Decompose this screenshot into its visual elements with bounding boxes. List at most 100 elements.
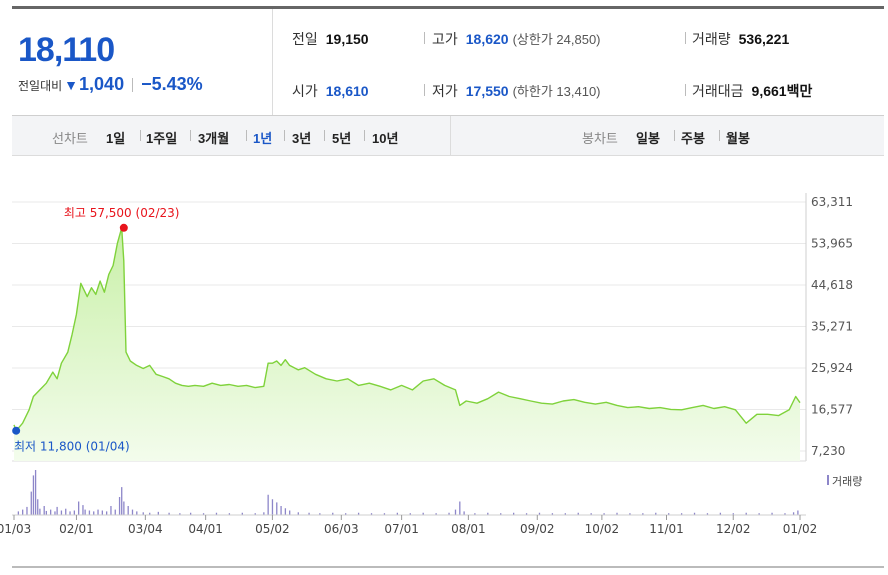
- top-border: [12, 6, 884, 9]
- volume-bar: [732, 513, 734, 515]
- y-tick-label: 7,230: [811, 444, 845, 458]
- price-area-fill: [14, 227, 800, 461]
- volume-bar: [512, 512, 515, 515]
- stat-divider: [685, 32, 686, 44]
- y-tick-label: 44,618: [811, 278, 853, 292]
- volume-bar: [280, 506, 282, 515]
- chart-toolbar: 선차트 1일 1주일 3개월 1년 3년 5년 10년 봉차트 일봉 주봉 월봉: [12, 116, 884, 156]
- y-tick-label: 16,577: [811, 403, 853, 417]
- volume-bar: [538, 512, 541, 515]
- stat-low: 저가 17,550 (하한가 13,410): [432, 81, 601, 101]
- toolbar-divider: [719, 130, 720, 141]
- stat-trade-value: 거래대금 9,661 백만: [692, 81, 812, 101]
- stat-value: 536,221: [738, 31, 790, 47]
- stat-label: 저가: [432, 83, 458, 99]
- period-3m[interactable]: 3개월: [198, 131, 230, 146]
- volume-legend-swatch: [827, 475, 829, 485]
- stat-label: 거래대금: [692, 83, 744, 99]
- volume-bar: [629, 513, 631, 515]
- price-summary: 18,110 전일대비 ▼ 1,040 −5.43%: [12, 9, 273, 115]
- volume-bar: [487, 512, 489, 515]
- candle-monthly[interactable]: 월봉: [726, 131, 750, 146]
- volume-bar: [78, 501, 80, 515]
- volume-bar: [26, 506, 28, 515]
- change-label: 전일대비: [18, 79, 63, 93]
- toolbar-divider: [284, 130, 285, 141]
- stat-upper-limit: (상한가 24,850): [512, 32, 601, 47]
- stat-value: 9,661: [751, 83, 787, 99]
- volume-bar: [131, 509, 134, 515]
- volume-bar: [370, 513, 373, 515]
- volume-bar: [32, 475, 35, 515]
- chart-area: 63,311 53,965 44,618 35,271 25,924 16,577 7,23…: [0, 155, 888, 570]
- stat-divider: [685, 84, 686, 96]
- volume-bar: [590, 513, 592, 515]
- volume-bar: [616, 512, 618, 515]
- period-1d[interactable]: 1일: [106, 131, 126, 146]
- volume-bar: [45, 510, 48, 515]
- volume-bar: [719, 512, 722, 515]
- period-10y[interactable]: 10년: [372, 131, 399, 146]
- volume-bar: [105, 511, 108, 515]
- price-chart: 63,311 53,965 44,618 35,271 25,924 16,577 7,23…: [0, 193, 884, 568]
- volume-bar: [422, 512, 424, 515]
- min-marker: [12, 426, 21, 435]
- toolbar-divider: [140, 130, 141, 141]
- volume-bar: [396, 512, 399, 515]
- volume-bar: [454, 509, 457, 515]
- x-tick-label: 07/01: [384, 522, 419, 536]
- volume-bar: [123, 501, 125, 515]
- volume-bar: [459, 501, 461, 515]
- x-tick-label: 02/01: [59, 522, 94, 536]
- stat-label: 시가: [292, 83, 318, 99]
- candle-weekly[interactable]: 주봉: [681, 131, 705, 146]
- volume-bar: [383, 513, 386, 515]
- x-tick-label: 01/03: [0, 522, 31, 536]
- volume-bar: [69, 511, 71, 515]
- stat-label: 거래량: [692, 31, 731, 47]
- period-5y[interactable]: 5년: [332, 131, 352, 146]
- stats-panel: 전일 19,150 고가 18,620 (상한가 24,850) 거래량 536…: [272, 9, 884, 115]
- volume-bar: [706, 513, 709, 515]
- volume-bar: [276, 502, 278, 515]
- line-chart-label: 선차트: [52, 131, 88, 146]
- volume-bar: [215, 512, 218, 515]
- volume-bar: [179, 513, 181, 515]
- volume-bar: [157, 511, 159, 515]
- volume-bar: [680, 513, 683, 515]
- volume-bar: [168, 512, 170, 515]
- candle-daily[interactable]: 일봉: [636, 131, 660, 146]
- volume-bar: [345, 513, 347, 515]
- volume-bar: [60, 510, 63, 515]
- y-tick-label: 25,924: [811, 361, 853, 375]
- volume-bar: [409, 513, 411, 515]
- x-axis: 01/03 02/01 03/04 04/01 05/02 06/03 07/01 08/01…: [0, 515, 884, 568]
- price-y-axis: 63,311 53,965 44,618 35,271 25,924 16,577 7,23…: [811, 195, 853, 458]
- toolbar-divider: [246, 130, 247, 141]
- period-1y[interactable]: 1년: [253, 131, 273, 146]
- change-value: 1,040: [79, 74, 125, 94]
- price-area: [13, 227, 801, 461]
- stat-divider: [424, 84, 425, 96]
- volume-bar: [551, 513, 554, 515]
- stat-label: 고가: [432, 31, 458, 47]
- period-1w[interactable]: 1주일: [146, 131, 178, 146]
- volume-bar: [50, 509, 52, 515]
- volume-bar: [284, 508, 287, 515]
- volume-bar: [784, 513, 786, 515]
- volume-bar: [121, 487, 123, 515]
- volume-bar: [525, 513, 528, 515]
- volume-bar: [149, 512, 151, 515]
- change-percent: −5.43%: [141, 74, 203, 94]
- volume-bar: [136, 511, 138, 515]
- volume-bar: [241, 512, 243, 515]
- volume-bar: [101, 510, 103, 515]
- change-row: 전일대비 ▼ 1,040 −5.43%: [18, 74, 203, 95]
- volume-bar: [93, 511, 95, 515]
- volume-bar: [332, 512, 334, 515]
- volume-bar: [118, 497, 121, 515]
- volume-bar: [357, 512, 360, 515]
- period-3y[interactable]: 3년: [292, 131, 312, 146]
- min-annotation: 최저 11,800 (01/04): [14, 440, 130, 454]
- volume-bar: [17, 511, 20, 515]
